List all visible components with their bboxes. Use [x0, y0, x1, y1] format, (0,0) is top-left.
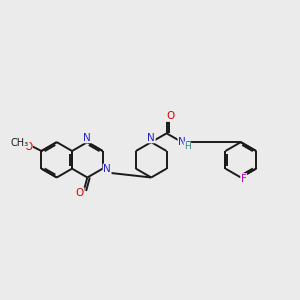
- Text: N: N: [147, 133, 155, 143]
- Text: O: O: [76, 188, 84, 198]
- Text: N: N: [178, 137, 186, 147]
- Text: N: N: [103, 164, 111, 174]
- Text: H: H: [184, 142, 191, 151]
- Text: O: O: [24, 142, 32, 152]
- Text: N: N: [83, 133, 91, 143]
- Text: F: F: [241, 174, 247, 184]
- Text: O: O: [166, 111, 174, 122]
- Text: CH₃: CH₃: [11, 138, 29, 148]
